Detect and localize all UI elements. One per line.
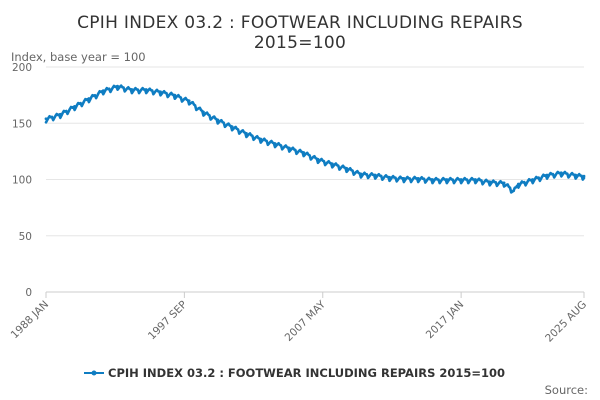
data-point[interactable]	[144, 88, 148, 91]
series-layer	[44, 84, 586, 194]
chart-title-line-1: CPIH INDEX 03.2 : FOOTWEAR INCLUDING REP…	[77, 13, 523, 33]
data-point[interactable]	[245, 131, 248, 135]
grid-lines	[46, 66, 584, 237]
data-point[interactable]	[330, 162, 334, 166]
data-point[interactable]	[216, 118, 220, 122]
data-point[interactable]	[159, 90, 162, 94]
data-point[interactable]	[574, 173, 578, 177]
legend-point-marker	[91, 370, 97, 376]
x-tick-label: 1997 SEP	[146, 299, 190, 343]
chart-title-line-2: 2015=100	[254, 33, 346, 53]
y-tick-label: 150	[12, 118, 32, 130]
legend-series-label: CPIH INDEX 03.2 : FOOTWEAR INCLUDING REP…	[108, 366, 505, 380]
data-point[interactable]	[101, 89, 105, 93]
data-point[interactable]	[316, 157, 320, 161]
x-tick-label: 2017 JAN	[424, 299, 466, 341]
series-line[interactable]	[44, 84, 586, 194]
data-point[interactable]	[559, 171, 563, 175]
data-point[interactable]	[373, 173, 377, 177]
data-point[interactable]	[582, 174, 586, 178]
data-point[interactable]	[273, 142, 277, 145]
data-point[interactable]	[44, 117, 48, 121]
data-point[interactable]	[431, 178, 434, 181]
y-tick-labels: 0 50 100 150 200	[12, 62, 32, 299]
data-point[interactable]	[302, 151, 306, 154]
data-point[interactable]	[187, 99, 191, 103]
data-point[interactable]	[445, 178, 449, 181]
data-point[interactable]	[116, 84, 119, 88]
x-tick-label: 2007 MAY	[283, 298, 329, 344]
data-point[interactable]	[545, 173, 549, 177]
y-tick-label: 200	[12, 62, 32, 74]
data-point[interactable]	[58, 112, 62, 116]
data-point[interactable]	[287, 146, 291, 150]
legend[interactable]: CPIH INDEX 03.2 : FOOTWEAR INCLUDING REP…	[84, 366, 505, 380]
source-label: Source:	[545, 383, 588, 397]
data-point[interactable]	[474, 178, 477, 181]
y-tick-label: 100	[12, 175, 32, 187]
data-point[interactable]	[359, 172, 363, 176]
data-point[interactable]	[416, 176, 420, 180]
data-point[interactable]	[516, 182, 520, 186]
y-axis-label: Index, base year = 100	[11, 50, 146, 64]
y-tick-label: 0	[25, 287, 32, 299]
data-point[interactable]	[531, 178, 535, 181]
data-point[interactable]	[512, 189, 516, 193]
data-point[interactable]	[130, 88, 134, 91]
data-point[interactable]	[87, 97, 91, 100]
data-point[interactable]	[259, 137, 263, 141]
data-point[interactable]	[230, 125, 234, 129]
data-point[interactable]	[502, 181, 506, 185]
data-point[interactable]	[202, 110, 205, 114]
data-point[interactable]	[73, 104, 77, 108]
y-tick-label: 50	[19, 231, 32, 243]
data-point[interactable]	[459, 178, 463, 181]
data-point[interactable]	[345, 166, 349, 170]
data-point[interactable]	[388, 175, 391, 179]
x-tick-labels: 1988 JAN 1997 SEP 2007 MAY 2017 JAN 2025 AUG	[9, 292, 589, 345]
x-tick-label: 1988 JAN	[9, 299, 51, 341]
data-point[interactable]	[402, 176, 406, 180]
data-point[interactable]	[488, 180, 492, 184]
x-tick-label: 2025 AUG	[543, 299, 589, 345]
data-point[interactable]	[173, 93, 177, 97]
